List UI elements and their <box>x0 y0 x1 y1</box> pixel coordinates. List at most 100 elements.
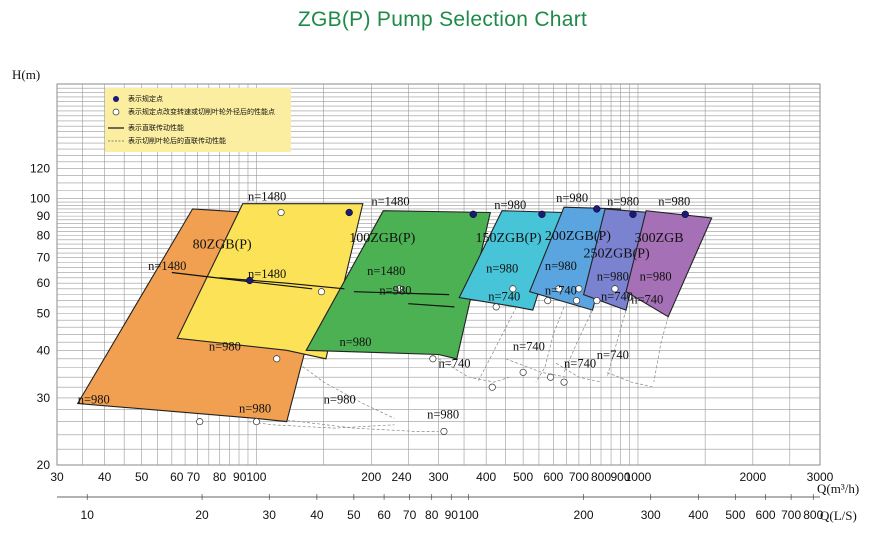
y-axis-title: H(m) <box>12 67 40 82</box>
dashed-speed-label: n=980 <box>239 401 271 415</box>
x-tick-label: 200 <box>361 470 381 484</box>
axes: H(m)Q(m³/h)Q(L/S)20304050607080901001203… <box>12 67 859 523</box>
adjusted-point <box>555 285 563 293</box>
x2-tick-label: 10 <box>81 508 95 522</box>
legend-filled-dot-icon <box>113 96 119 102</box>
chart-title: ZGB(P) Pump Selection Chart <box>297 8 588 31</box>
x-tick-label: 2000 <box>739 470 766 484</box>
y-tick-label: 100 <box>30 192 50 206</box>
region-300zgb <box>625 210 713 318</box>
x-tick-label: 40 <box>98 470 112 484</box>
dashed-speed-label: n=980 <box>324 393 356 407</box>
x2-tick-label: 30 <box>263 508 277 522</box>
x-tick-label: 400 <box>476 470 496 484</box>
x-tick-label: 3000 <box>807 470 834 484</box>
x2-tick-label: 80 <box>425 508 439 522</box>
x2-tick-label: 400 <box>688 508 708 522</box>
speed-label: n=980 <box>556 191 588 205</box>
speed-label: n=980 <box>597 269 629 283</box>
speed-label: n=980 <box>209 339 241 353</box>
rated-point <box>246 276 254 285</box>
x-tick-label: 1000 <box>625 470 652 484</box>
dashed-speed-label: n=740 <box>597 348 629 362</box>
x-tick-label: 800 <box>591 470 611 484</box>
adjusted-point <box>509 285 517 293</box>
model-label: 300ZGB <box>635 231 684 246</box>
legend-text: 表示规定点 <box>128 94 163 103</box>
speed-label: n=740 <box>545 284 577 298</box>
dashed-speed-label: n=980 <box>427 407 459 421</box>
dashed-curve <box>438 358 510 383</box>
legend: 表示规定点表示规定点改变转速或切削叶轮外径后的性能点表示直联传动性能表示切削叶轮… <box>105 88 291 152</box>
dashed-speed-label: n=740 <box>513 339 545 353</box>
rated-point <box>538 210 546 218</box>
adjusted-point <box>575 285 583 293</box>
speed-label: n=740 <box>601 290 633 304</box>
speed-label: n=980 <box>78 393 110 407</box>
y-tick-label: 90 <box>37 209 51 223</box>
x-tick-label: 90100 <box>233 470 267 484</box>
x2-tick-label: 200 <box>574 508 594 522</box>
adjusted-point <box>277 208 285 217</box>
curve-labels: 80ZGB(P) 100ZGB(P) 150ZGB(P) 200ZGB(P) 250ZG… <box>78 189 691 421</box>
adjusted-point <box>440 427 448 435</box>
x-tick-label: 300 <box>428 470 448 484</box>
legend-text: 表示规定点改变转速或切削叶轮外径后的性能点 <box>128 107 275 116</box>
speed-label: n=980 <box>494 198 526 212</box>
legend-text: 表示直联传动性能 <box>128 123 184 132</box>
x2-tick-label: 700 <box>781 508 801 522</box>
x-tick-label: 80 <box>213 470 227 484</box>
dashed-curve <box>477 306 517 383</box>
x2-tick-label: 100 <box>459 508 479 522</box>
adjusted-point <box>317 288 325 296</box>
dashed-curve <box>247 421 395 429</box>
x-tick-label: 900 <box>611 470 631 484</box>
x-tick-label: 700 <box>569 470 589 484</box>
x2-tick-label: 600 <box>756 508 776 522</box>
x2-tick-label: 300 <box>641 508 661 522</box>
x-tick-label: 600 <box>543 470 563 484</box>
legend-open-dot-icon <box>112 108 120 116</box>
x-tick-label: 30 <box>50 470 64 484</box>
dashed-curve <box>555 362 602 383</box>
adjusted-point <box>519 368 527 376</box>
model-label: 150ZGB(P) <box>475 231 541 246</box>
solid-curve <box>353 291 450 296</box>
dashed-curve <box>653 316 669 383</box>
legend-text: 表示切削叶轮后的直联传动性能 <box>128 136 226 145</box>
x2-tick-label: 50 <box>347 508 361 522</box>
speed-label: n=1480 <box>367 264 405 278</box>
speed-label: n=980 <box>486 262 518 276</box>
y-tick-label: 50 <box>37 306 51 320</box>
speed-label: n=980 <box>658 194 690 208</box>
adjusted-point <box>544 297 552 305</box>
rated-point <box>593 205 601 213</box>
rated-point <box>469 210 477 218</box>
y-tick-label: 20 <box>37 458 51 472</box>
x-tick-label: 50 <box>135 470 149 484</box>
speed-label: n=1480 <box>248 267 286 281</box>
dashed-curve <box>563 309 593 373</box>
speed-label: n=1480 <box>148 259 186 273</box>
model-label: 250ZGB(P) <box>584 247 650 262</box>
adjusted-point <box>593 297 601 305</box>
x2-tick-label: 60 <box>377 508 391 522</box>
speed-label: n=740 <box>631 293 663 307</box>
dashed-curve <box>606 310 627 378</box>
speed-label: n=1480 <box>371 194 409 208</box>
x-axis-title: Q(m³/h) <box>817 481 859 496</box>
x2-tick-label: 40 <box>310 508 324 522</box>
rated-point <box>629 210 637 218</box>
model-label: 80ZGB(P) <box>193 238 252 253</box>
x-tick-label: 240 <box>392 470 412 484</box>
adjusted-point <box>273 355 281 363</box>
speed-label: n=980 <box>640 269 672 283</box>
dashed-speed-label: n=740 <box>439 357 471 371</box>
x-tick-label: 60 70 <box>170 470 200 484</box>
x2-axis-title: Q(L/S) <box>820 508 857 523</box>
solid-curve <box>219 277 345 290</box>
rated-point <box>345 208 353 217</box>
legend-box <box>105 88 291 152</box>
solid-curve <box>408 303 455 308</box>
